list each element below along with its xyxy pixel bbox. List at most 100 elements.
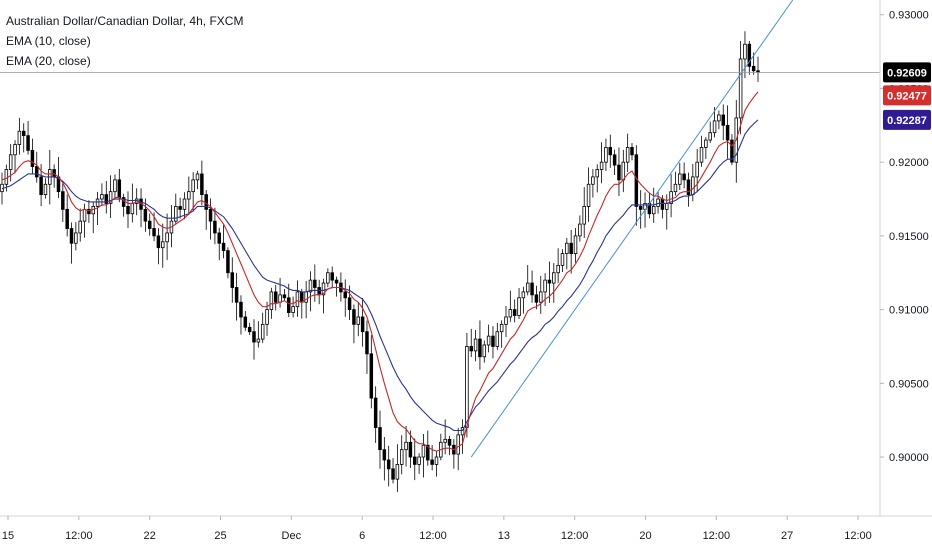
candle-body [465,346,469,428]
candle-body [104,194,109,204]
candle-body [743,43,747,60]
candle-body [161,241,165,249]
price-badge-label-ema20: 0.92287 [887,115,927,127]
candle-body [343,291,347,299]
candle-body [74,232,78,244]
candle-body [612,154,617,166]
candle-body [226,250,230,274]
candle-body [152,228,156,237]
candle-body [404,441,408,451]
candle-body [495,331,500,347]
time-tick-label: 12:00 [703,530,731,542]
candle-body [665,203,669,210]
candle-body [391,468,395,480]
candle-body [65,208,69,229]
candle-body [221,242,226,252]
price-badge-ema10 [883,85,931,106]
candle-body [278,294,282,303]
candle-body [334,279,339,284]
candle-body [525,282,530,293]
candle-body [678,173,682,185]
candle-body [230,272,235,288]
candle-body [712,120,717,134]
candle-body [95,198,100,207]
candle-body [704,139,708,148]
candle-body [356,316,361,325]
candle-body [61,191,65,210]
candle-body [78,220,82,234]
candle-body [578,223,582,237]
candle-body [156,235,161,249]
price-tick-label: 0.90000 [889,452,929,464]
candle-body [660,198,665,210]
candle-body [569,242,573,254]
candle-body [443,438,447,443]
candle-body [291,306,295,313]
candle-body [386,459,391,470]
candle-body [530,282,534,296]
candle-body [117,179,122,198]
candle-body [126,205,130,215]
price-tick-label: 0.91000 [889,305,929,317]
time-tick-label: 12:00 [419,530,447,542]
candle-body [539,291,543,303]
price-tick-label: 0.92000 [889,157,929,169]
candle-body [395,463,400,480]
candle-body [565,242,569,254]
price-badges: 0.92609 0.92477 0.92287 [883,62,931,130]
price-badge-label-ema10: 0.92477 [887,90,927,102]
candle-body [43,183,48,196]
candle-body [321,282,326,296]
candle-body [669,191,673,204]
candle-body [313,279,317,288]
chart-legend: Australian Dollar/Canadian Dollar, 4h, F… [6,11,243,71]
time-axis[interactable]: 15 12:00 22 25 Dec 6 12:00 13 12:00 20 12:00 27 12:0… [2,516,872,542]
candle-body [130,203,135,215]
candle-body [504,316,508,325]
candle-body [517,297,521,316]
candle-body [486,335,491,346]
candle-body [651,205,656,215]
candle-body [621,161,626,181]
candle-body [347,297,352,311]
legend-ema20: EMA (20, close) [6,54,91,68]
candle-body [330,272,334,281]
time-tick-label: 12:00 [561,530,589,542]
candle-body [413,456,417,465]
candle-body [625,147,630,163]
candle-body [512,309,517,316]
candle-body [708,132,712,141]
candle-body [26,135,30,151]
candle-body [586,183,591,207]
candle-body [208,208,213,222]
candle-body [573,235,578,254]
time-tick-label: 27 [781,530,793,542]
candle-body [595,169,599,178]
candle-body [751,65,756,72]
candle-body [421,444,426,458]
candle-body [499,323,504,333]
price-tick-label: 0.90500 [889,378,929,390]
candle-body [252,331,256,343]
candle-body [725,124,730,141]
trendline[interactable] [470,0,794,458]
candle-body [534,294,539,303]
time-tick-label: 25 [214,530,226,542]
candle-body [52,169,56,178]
candle-body [21,130,26,137]
candle-body [308,279,313,293]
candle-body [195,173,200,181]
candle-body [730,139,734,163]
candle-body [82,208,87,222]
candle-body [4,169,9,185]
candle-body [39,176,43,196]
candle-body [473,338,478,352]
candle-body [691,176,695,196]
price-tick-label: 0.91500 [889,231,929,243]
candle-body [326,272,330,284]
candle-body [265,309,269,325]
candle-body [373,397,378,428]
ema20-line [1,119,759,432]
